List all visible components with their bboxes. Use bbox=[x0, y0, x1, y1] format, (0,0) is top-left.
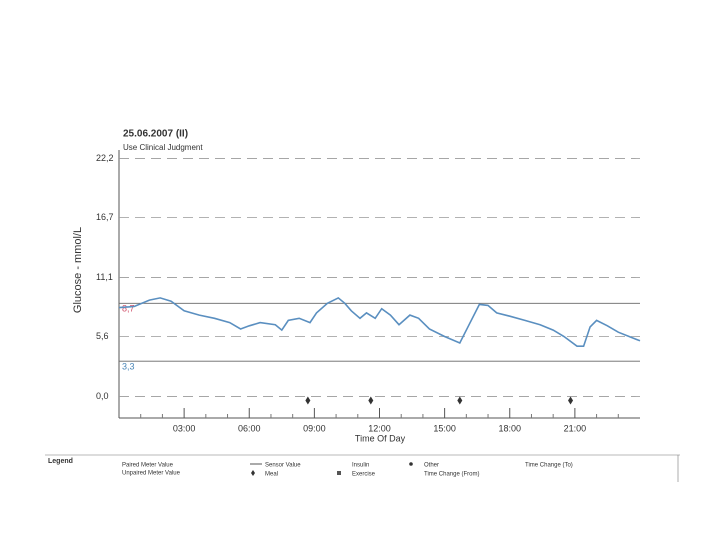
legend-item: Unpaired Meter Value bbox=[122, 471, 181, 477]
x-tick-label: 21:00 bbox=[564, 423, 587, 433]
x-tick-label: 09:00 bbox=[303, 423, 326, 433]
legend-item: Time Change (From) bbox=[424, 472, 479, 478]
y-tick-label: 11,1 bbox=[96, 272, 113, 282]
legend-swatch bbox=[251, 470, 255, 476]
meal-marker bbox=[305, 396, 311, 405]
target-label: 8,7 bbox=[122, 304, 135, 314]
y-tick-label: 16,7 bbox=[96, 212, 114, 222]
x-tick-label: 06:00 bbox=[238, 423, 261, 433]
chart-subtitle: Use Clinical Judgment bbox=[123, 143, 203, 152]
x-tick-label: 15:00 bbox=[433, 423, 456, 433]
legend-item: Time Change (To) bbox=[525, 463, 573, 469]
x-axis-label: Time Of Day bbox=[355, 433, 406, 443]
legend-item: Other bbox=[424, 463, 439, 469]
legend-swatch bbox=[337, 471, 341, 475]
x-tick-label: 12:00 bbox=[368, 423, 391, 433]
meal-marker bbox=[568, 396, 574, 405]
y-tick-label: 0,0 bbox=[96, 391, 109, 401]
target-label: 3,3 bbox=[122, 362, 135, 372]
y-axis-label: Glucose - mmol/L bbox=[72, 227, 84, 313]
legend-item: Paired Meter Value bbox=[122, 463, 174, 469]
meal-marker bbox=[368, 396, 374, 405]
legend-title: Legend bbox=[48, 458, 73, 465]
chart-title: 25.06.2007 (II) bbox=[123, 129, 188, 140]
x-tick-label: 18:00 bbox=[498, 423, 521, 433]
y-tick-label: 22,2 bbox=[96, 153, 114, 163]
y-tick-label: 5,6 bbox=[96, 331, 109, 341]
legend-item: Insulin bbox=[352, 463, 369, 469]
legend-swatch bbox=[409, 462, 413, 466]
legend-item: Exercise bbox=[352, 472, 376, 478]
legend-item: Meal bbox=[265, 472, 278, 478]
legend-item: Sensor Value bbox=[265, 463, 301, 469]
sensor-line bbox=[118, 296, 641, 347]
x-tick-label: 03:00 bbox=[173, 423, 196, 433]
meal-marker bbox=[457, 396, 463, 405]
